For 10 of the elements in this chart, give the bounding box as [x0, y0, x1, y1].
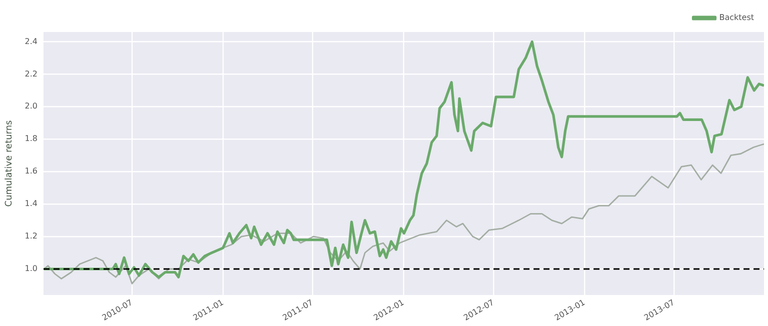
y-tick-label: 2.2	[24, 69, 38, 78]
y-tick-label: 1.2	[24, 232, 38, 241]
y-tick-label: 1.6	[24, 166, 38, 176]
y-tick-label: 1.8	[24, 134, 38, 144]
y-tick-label: 2.4	[24, 36, 38, 46]
y-tick-label: 1.0	[24, 264, 38, 274]
y-tick-label: 1.4	[24, 199, 38, 208]
y-axis-title: Cumulative returns	[4, 120, 15, 207]
y-tick-label: 2.0	[24, 102, 38, 111]
legend-label: Backtest	[719, 13, 754, 22]
